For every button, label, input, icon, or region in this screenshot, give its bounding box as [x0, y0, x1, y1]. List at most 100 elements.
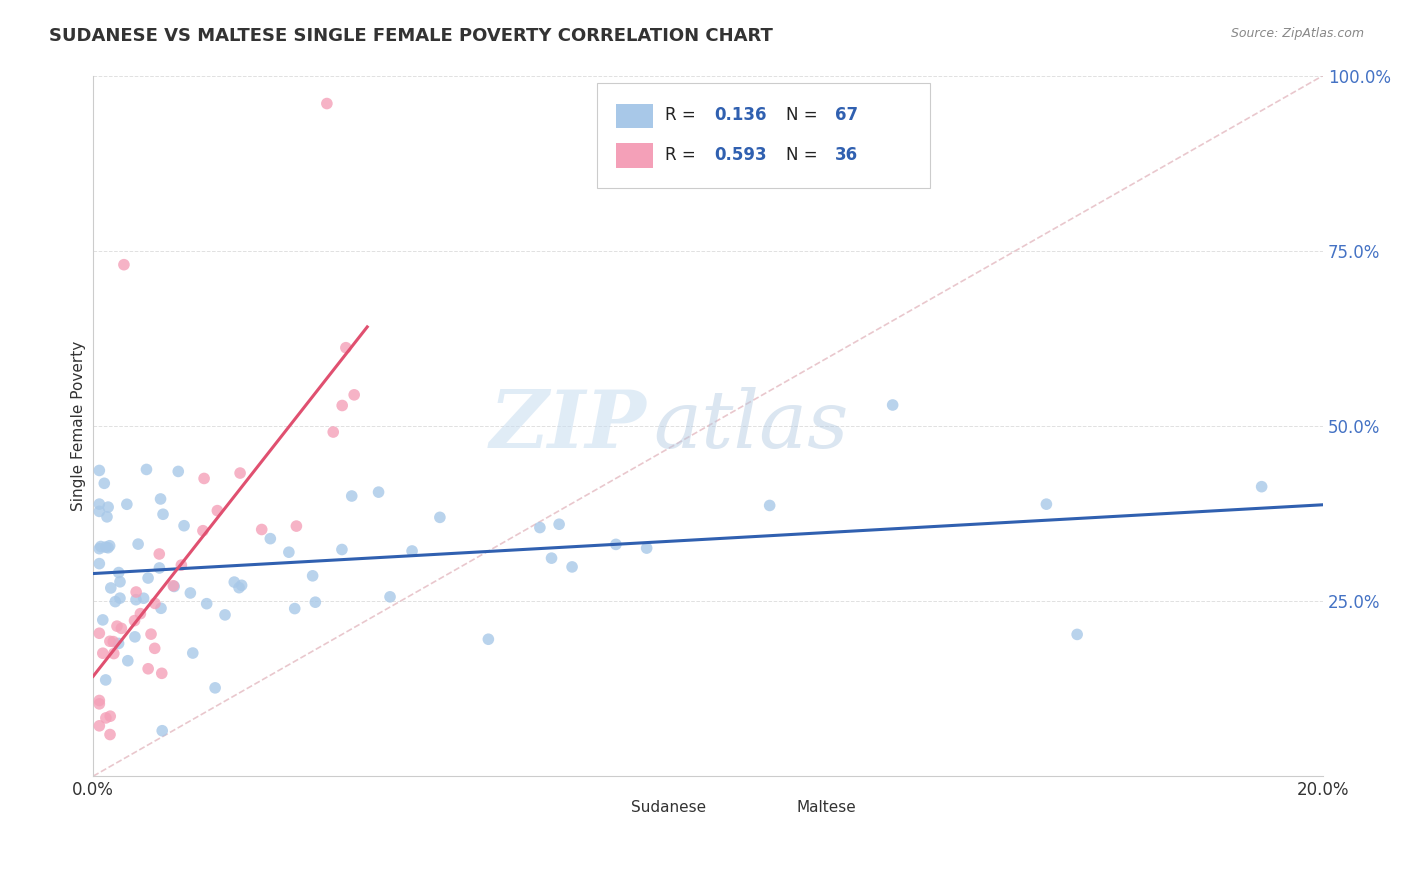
- Point: [561, 560, 583, 574]
- Point: [97, 500, 120, 514]
- Point: [108, 574, 131, 589]
- Point: [96, 509, 118, 524]
- Point: [259, 532, 281, 546]
- Point: [93, 476, 115, 491]
- Point: [152, 508, 174, 522]
- Point: [340, 489, 363, 503]
- Point: [105, 619, 128, 633]
- Point: [181, 646, 204, 660]
- Point: [148, 547, 170, 561]
- Point: [124, 614, 146, 628]
- Point: [148, 561, 170, 575]
- Point: [89, 557, 111, 571]
- Text: 0.136: 0.136: [714, 106, 766, 125]
- Point: [167, 465, 190, 479]
- Point: [150, 601, 173, 615]
- Point: [104, 594, 127, 608]
- Point: [89, 693, 111, 707]
- Point: [335, 341, 357, 355]
- Point: [117, 654, 139, 668]
- Point: [103, 647, 125, 661]
- Point: [214, 607, 236, 622]
- Point: [143, 641, 166, 656]
- Point: [129, 607, 152, 621]
- Point: [162, 579, 184, 593]
- Point: [107, 566, 129, 580]
- Point: [107, 636, 129, 650]
- Text: 67: 67: [835, 106, 858, 125]
- Point: [103, 634, 125, 648]
- Point: [224, 575, 246, 590]
- Point: [150, 666, 173, 681]
- Point: [89, 504, 111, 518]
- FancyBboxPatch shape: [598, 83, 929, 187]
- Point: [89, 463, 111, 477]
- Point: [170, 558, 193, 573]
- Point: [605, 537, 627, 551]
- Point: [94, 711, 117, 725]
- Point: [97, 541, 120, 555]
- Point: [91, 646, 114, 660]
- Point: [135, 462, 157, 476]
- Point: [90, 540, 112, 554]
- Point: [115, 497, 138, 511]
- Text: ZIP: ZIP: [489, 387, 647, 465]
- Point: [204, 681, 226, 695]
- Point: [108, 591, 131, 606]
- Point: [1066, 627, 1088, 641]
- Point: [304, 595, 326, 609]
- FancyBboxPatch shape: [616, 144, 652, 168]
- Point: [94, 540, 117, 554]
- Point: [89, 541, 111, 556]
- Point: [540, 551, 562, 566]
- Point: [150, 723, 173, 738]
- Point: [89, 719, 111, 733]
- Point: [1035, 497, 1057, 511]
- Point: [378, 590, 401, 604]
- Point: [882, 398, 904, 412]
- Text: R =: R =: [665, 106, 696, 125]
- Point: [89, 626, 111, 640]
- Point: [110, 621, 132, 635]
- Point: [127, 537, 149, 551]
- Point: [1250, 480, 1272, 494]
- Point: [98, 634, 121, 648]
- Point: [143, 596, 166, 610]
- Point: [191, 524, 214, 538]
- Point: [91, 613, 114, 627]
- Point: [100, 581, 122, 595]
- Point: [125, 585, 148, 599]
- Point: [315, 96, 337, 111]
- Point: [173, 518, 195, 533]
- Point: [179, 586, 201, 600]
- Point: [136, 571, 159, 585]
- Point: [250, 523, 273, 537]
- Point: [124, 630, 146, 644]
- FancyBboxPatch shape: [763, 797, 790, 818]
- Point: [98, 727, 121, 741]
- Point: [193, 471, 215, 485]
- Point: [195, 597, 218, 611]
- Point: [132, 591, 155, 606]
- Text: N =: N =: [786, 146, 817, 164]
- Point: [98, 539, 121, 553]
- Text: Maltese: Maltese: [797, 800, 856, 815]
- Point: [758, 499, 780, 513]
- Point: [401, 544, 423, 558]
- Point: [139, 627, 162, 641]
- Point: [322, 425, 344, 439]
- Text: N =: N =: [786, 106, 817, 125]
- Point: [636, 541, 658, 555]
- Point: [301, 569, 323, 583]
- Point: [343, 388, 366, 402]
- Point: [548, 517, 571, 532]
- Point: [94, 673, 117, 687]
- Point: [112, 258, 135, 272]
- FancyBboxPatch shape: [598, 797, 624, 818]
- Point: [125, 592, 148, 607]
- Text: 36: 36: [835, 146, 858, 164]
- Point: [277, 545, 299, 559]
- Point: [477, 632, 499, 647]
- Point: [529, 520, 551, 534]
- FancyBboxPatch shape: [616, 103, 652, 128]
